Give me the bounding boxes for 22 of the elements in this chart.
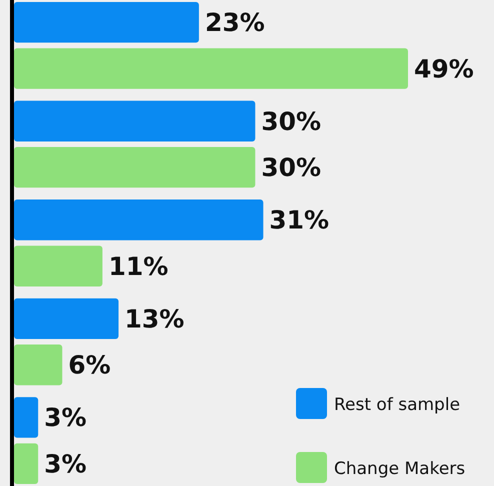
bar: [14, 2, 199, 43]
bar: [14, 397, 38, 438]
data-label: 31%: [269, 206, 330, 235]
legend-label: Rest of sample: [334, 394, 460, 415]
data-label: 13%: [124, 304, 184, 334]
bar: [14, 344, 62, 386]
bar: [14, 200, 264, 240]
bar: [14, 100, 256, 142]
bar: [14, 146, 256, 188]
data-label: 3%: [44, 403, 87, 432]
data-label: 30%: [261, 106, 322, 136]
data-label: 49%: [414, 54, 474, 84]
bar: [14, 298, 119, 340]
data-label: 3%: [44, 449, 87, 478]
bar: [14, 443, 38, 484]
bar: [14, 246, 102, 286]
bar: [14, 48, 408, 89]
data-label: 23%: [204, 8, 265, 38]
data-label: 6%: [68, 350, 111, 380]
legend-label: Change Makers: [334, 458, 466, 479]
data-label: 30%: [261, 153, 322, 182]
data-label: 11%: [108, 252, 168, 281]
